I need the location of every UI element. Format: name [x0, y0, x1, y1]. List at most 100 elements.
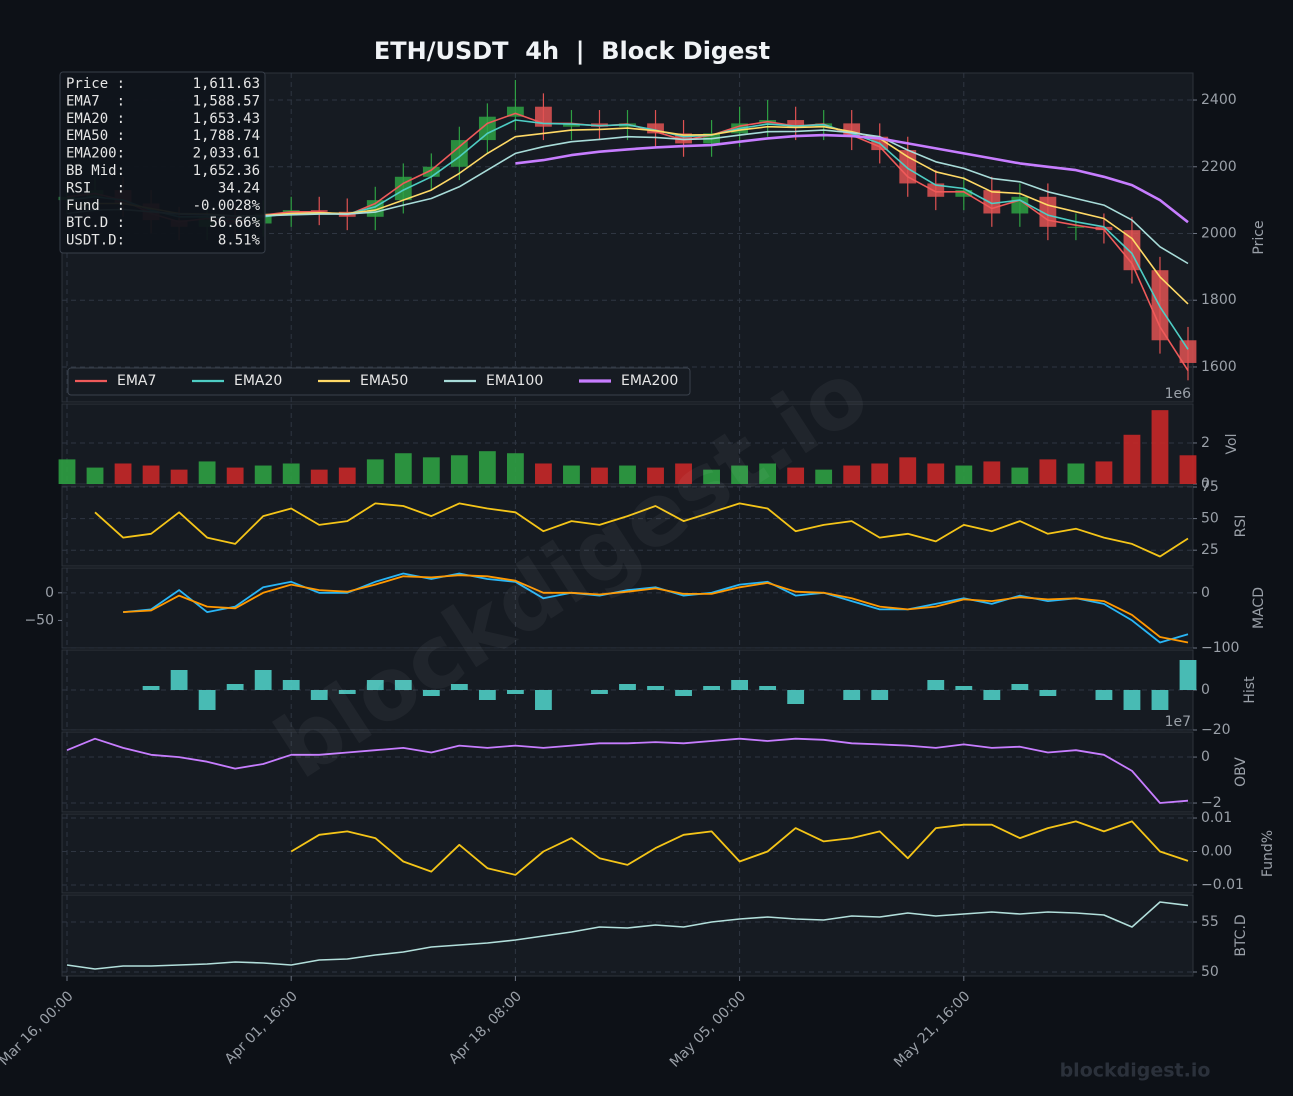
info-label: EMA7 : [66, 93, 125, 109]
y-tick-label: 0.01 [1201, 810, 1232, 826]
bar [1095, 690, 1113, 700]
candle-body [983, 190, 1001, 214]
bar [170, 670, 188, 690]
bar [1123, 434, 1141, 484]
y-tick-label: −20 [1201, 722, 1231, 738]
bar [647, 686, 664, 690]
y-axis-label: Hist [1242, 676, 1258, 704]
bar [927, 680, 945, 690]
bar [619, 465, 636, 484]
bar [1151, 410, 1169, 484]
chart-title: ETH/USDT 4h | Block Digest [374, 37, 770, 65]
legend-box [67, 367, 691, 396]
y-tick-label: 1800 [1201, 292, 1237, 308]
bar [955, 686, 973, 690]
bar [394, 680, 412, 690]
candle-body [1179, 340, 1197, 363]
y-tick-label: 2400 [1201, 92, 1237, 108]
bar [787, 467, 805, 484]
y-axis-label: Vol [1224, 434, 1240, 455]
y-tick-label: 0 [1201, 682, 1210, 698]
bar [142, 686, 160, 690]
bar [955, 465, 973, 484]
bar [366, 680, 384, 690]
info-label: RSI : [66, 180, 125, 196]
bar [478, 690, 496, 700]
bar [1179, 660, 1197, 690]
bar [254, 465, 272, 484]
legend-label: EMA50 [360, 373, 408, 389]
panel-background [61, 567, 1194, 649]
y-tick-label: 50 [1201, 964, 1219, 980]
bar [310, 469, 328, 484]
bar [422, 457, 440, 484]
bar [563, 465, 580, 484]
axis-offset: 1e7 [1165, 714, 1191, 730]
panel-background [61, 731, 1194, 813]
info-value: 1,588.57 [193, 93, 260, 109]
candle-body [1039, 196, 1057, 227]
info-box [59, 71, 266, 254]
candle-body [310, 210, 328, 212]
bar [1123, 690, 1141, 710]
bar [535, 463, 552, 484]
y-axis-label: Price [1251, 220, 1267, 254]
y-tick-label: 0 [1201, 749, 1210, 765]
bar [1011, 467, 1029, 484]
y-axis-label: Fund% [1260, 830, 1276, 877]
bar [338, 467, 356, 484]
candle-body [1095, 226, 1113, 231]
bar [58, 459, 76, 484]
line [290, 820, 1189, 876]
bar [506, 453, 524, 484]
y-axis-label: RSI [1233, 515, 1249, 538]
bar [86, 467, 104, 484]
info-label: BTC.D : [66, 215, 125, 231]
bar [1011, 684, 1029, 690]
candle-body [787, 120, 805, 127]
candle-body [450, 140, 468, 167]
bar [1095, 461, 1113, 484]
y-tick-label: −100 [1201, 640, 1239, 656]
info-label: Price : [66, 76, 125, 92]
bar [815, 469, 833, 484]
bar [927, 463, 945, 484]
info-value: 34.24 [218, 180, 260, 196]
line [94, 502, 1189, 558]
info-value: 56.66% [209, 215, 260, 231]
y-tick-label: 50 [1201, 511, 1219, 527]
bar [450, 684, 468, 690]
bar [170, 469, 188, 484]
axis-offset: 1e6 [1165, 386, 1192, 402]
y-tick-label: 25 [1201, 542, 1219, 558]
y-tick-label: 2200 [1201, 159, 1237, 175]
bar [787, 690, 805, 704]
info-value: 1,652.36 [193, 163, 260, 179]
bar [535, 690, 552, 710]
bar [450, 455, 468, 484]
legend-label: EMA100 [486, 373, 543, 389]
bar [1067, 463, 1085, 484]
bar [703, 686, 720, 690]
line [66, 737, 1189, 804]
bar [871, 690, 889, 700]
y-tick-label: 2 [1201, 435, 1210, 451]
bar [647, 467, 664, 484]
bar [478, 451, 496, 484]
bar [338, 690, 356, 694]
bar [843, 690, 861, 700]
info-label: BB Mid: [66, 163, 125, 179]
line [123, 574, 1189, 644]
y-tick-label: −50 [24, 612, 54, 628]
bar [899, 457, 917, 484]
info-value: 8.51% [218, 233, 261, 249]
bar [394, 453, 412, 484]
bar [619, 684, 636, 690]
bar [1039, 690, 1057, 696]
bar [198, 461, 216, 484]
candle-body [675, 133, 692, 144]
footer: blockdigest.io [1060, 1060, 1211, 1082]
legend-label: EMA7 [117, 373, 156, 389]
bar [843, 465, 861, 484]
bar [983, 690, 1001, 700]
